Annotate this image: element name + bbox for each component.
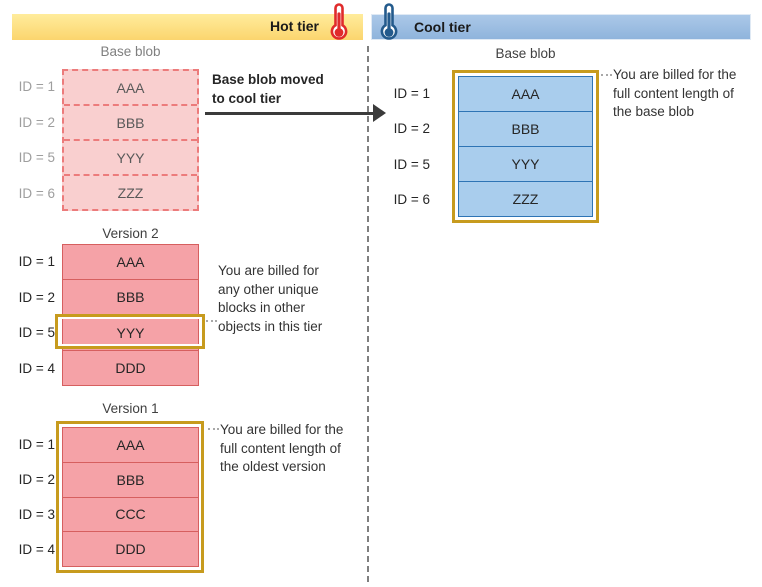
cool-base-blob-title: Base blob <box>495 46 556 61</box>
block-cell: BBB <box>63 461 198 497</box>
row-id-label: ID = 1 <box>393 86 430 102</box>
block-cell: ZZZ <box>459 181 592 216</box>
cool-note-line3: the base blob <box>613 104 695 119</box>
version2-note-connector <box>206 320 217 322</box>
cool-base-blob-table: AAA BBB YYY ZZZ <box>458 76 593 217</box>
move-annotation-line1: Base blob moved <box>212 72 324 87</box>
block-cell: YYY <box>64 139 197 174</box>
move-annotation-line2: to cool tier <box>212 91 282 106</box>
version1-note-connector <box>208 428 219 430</box>
row-id-label: ID = 5 <box>18 325 55 341</box>
row-id-label: ID = 1 <box>18 254 55 270</box>
row-id-label: ID = 1 <box>18 437 55 452</box>
version2-note-line1: You are billed for <box>218 263 319 278</box>
version1-note-line3: the oldest version <box>220 459 326 474</box>
block-cell: BBB <box>459 111 592 146</box>
version1-note-line2: full content length of <box>220 440 341 456</box>
version1-id-column: ID = 1 ID = 2 ID = 3 ID = 4 <box>6 427 55 567</box>
row-id-label: ID = 2 <box>18 114 55 130</box>
hot-thermometer-icon <box>330 3 348 40</box>
cool-note-line2: full content length of <box>613 85 734 101</box>
row-id-label: ID = 4 <box>18 542 55 557</box>
block-cell: CCC <box>63 496 198 532</box>
version2-note-line2: any other unique <box>218 281 319 297</box>
move-annotation: Base blob moved to cool tier <box>212 70 324 108</box>
cool-thermometer-icon <box>380 3 398 40</box>
row-id-label: ID = 6 <box>18 185 55 201</box>
hot-base-blob-table: AAA BBB YYY ZZZ <box>62 69 199 211</box>
move-arrow-head <box>373 104 386 122</box>
move-arrow-line <box>205 112 374 115</box>
hot-base-blob-title: Base blob <box>100 44 161 59</box>
block-cell: ZZZ <box>64 174 197 209</box>
block-cell: AAA <box>116 436 145 453</box>
version1-table: AAA BBB CCC DDD <box>62 427 199 567</box>
hot-base-blob-id-column: ID = 1 ID = 2 ID = 5 ID = 6 <box>6 69 55 211</box>
row-id-label: ID = 3 <box>18 507 55 522</box>
row-id-label: ID = 2 <box>18 472 55 487</box>
version1-note-line1: You are billed for the <box>220 422 344 437</box>
version2-id-column: ID = 1 ID = 2 ID = 5 ID = 4 <box>6 244 55 386</box>
cool-note-connector <box>601 74 612 76</box>
hot-tier-label: Hot tier <box>270 18 319 34</box>
version2-note-line4: objects in this tier <box>218 318 323 334</box>
block-cell: YYY <box>459 146 592 181</box>
version2-note-line3: blocks in other <box>218 300 306 315</box>
block-cell: AAA <box>116 254 145 271</box>
row-id-label: ID = 5 <box>393 156 430 172</box>
row-id-label: ID = 5 <box>18 150 55 166</box>
version2-note: You are billed for any other unique bloc… <box>218 262 322 336</box>
block-cell: DDD <box>63 349 198 385</box>
block-cell: YYY <box>63 314 198 350</box>
version1-note: You are billed for the full content leng… <box>220 421 343 477</box>
version2-title: Version 2 <box>102 226 159 241</box>
row-id-label: ID = 2 <box>18 289 55 305</box>
row-id-label: ID = 4 <box>18 360 55 376</box>
block-cell: AAA <box>511 86 540 102</box>
block-cell: BBB <box>63 279 198 314</box>
row-id-label: ID = 6 <box>393 191 430 207</box>
cool-note-line1: You are billed for the <box>613 67 737 82</box>
cool-base-blob-note: You are billed for the full content leng… <box>613 66 736 122</box>
version2-table: AAA BBB YYY DDD <box>62 244 199 386</box>
block-cell: DDD <box>63 531 198 566</box>
hot-tier-bar: Hot tier <box>12 14 363 40</box>
cool-tier-bar: Cool tier <box>371 14 751 40</box>
block-cell: BBB <box>64 104 197 139</box>
row-id-label: ID = 2 <box>393 121 430 137</box>
row-id-label: ID = 1 <box>18 79 55 95</box>
cool-base-blob-id-column: ID = 1 ID = 2 ID = 5 ID = 6 <box>378 76 430 217</box>
block-cell: AAA <box>116 79 145 96</box>
tier-separator-line <box>367 46 369 582</box>
cool-tier-label: Cool tier <box>414 19 471 35</box>
version1-title: Version 1 <box>102 401 159 416</box>
